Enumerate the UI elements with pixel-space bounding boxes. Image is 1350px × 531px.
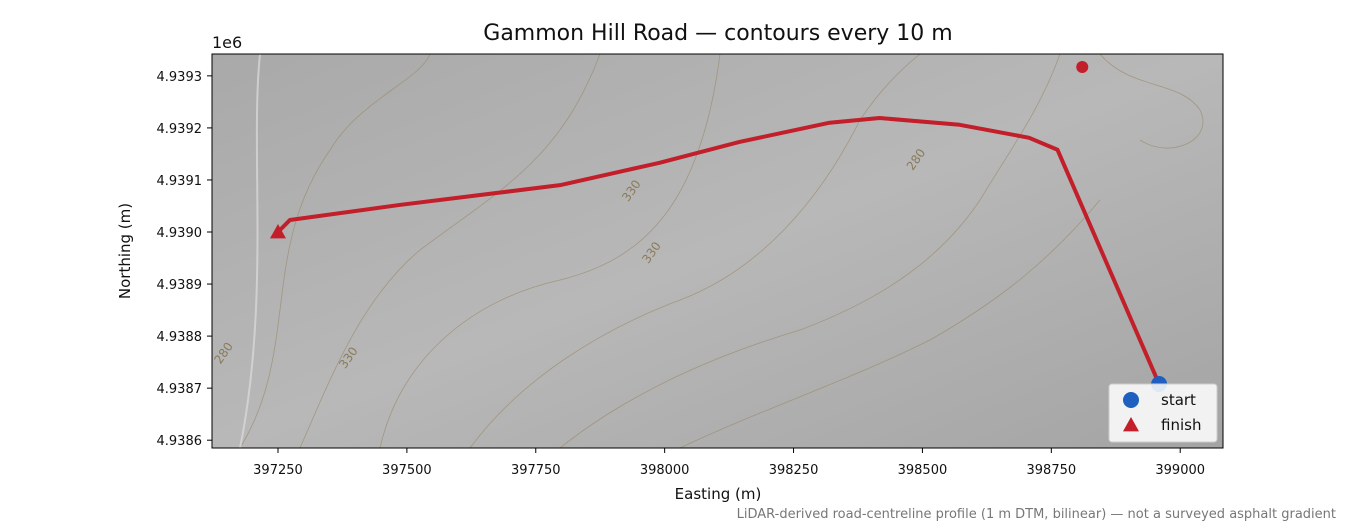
y-axis-label: Northing (m) [116,203,134,299]
chart-title: Gammon Hill Road — contours every 10 m [483,21,952,46]
axis-offset: 1e6 [212,33,242,52]
x-tick-label: 398500 [898,463,948,478]
legend-marker [1123,392,1139,408]
x-tick-label: 398250 [769,463,819,478]
x-axis-label: Easting (m) [675,485,762,503]
y-tick-label: 4.9393 [157,70,203,85]
x-tick-label: 399000 [1155,463,1205,478]
marker [269,224,286,239]
x-tick-label: 397500 [382,463,432,478]
footnote: LiDAR-derived road-centreline profile (1… [737,507,1336,522]
y-tick-label: 4.9392 [157,122,203,137]
y-tick-label: 4.9389 [157,278,203,293]
point [1076,61,1089,74]
contours [239,54,1204,448]
y-tick-label: 4.9386 [157,434,203,449]
legend-label: start [1161,391,1196,409]
y-tick-label: 4.9391 [157,174,203,189]
y-tick-label: 4.9387 [157,382,203,397]
x-tick-label: 397250 [253,463,303,478]
y-tick-label: 4.9390 [157,226,203,241]
route-line [276,116,1161,385]
x-tick-label: 397750 [511,463,561,478]
legend-marker [1123,417,1139,432]
y-tick-label: 4.9388 [157,330,203,345]
hillshade [212,54,1223,448]
x-tick-label: 398000 [640,463,690,478]
x-tick-label: 398750 [1027,463,1077,478]
plot-frame [211,53,1224,449]
legend-label: finish [1161,416,1201,434]
